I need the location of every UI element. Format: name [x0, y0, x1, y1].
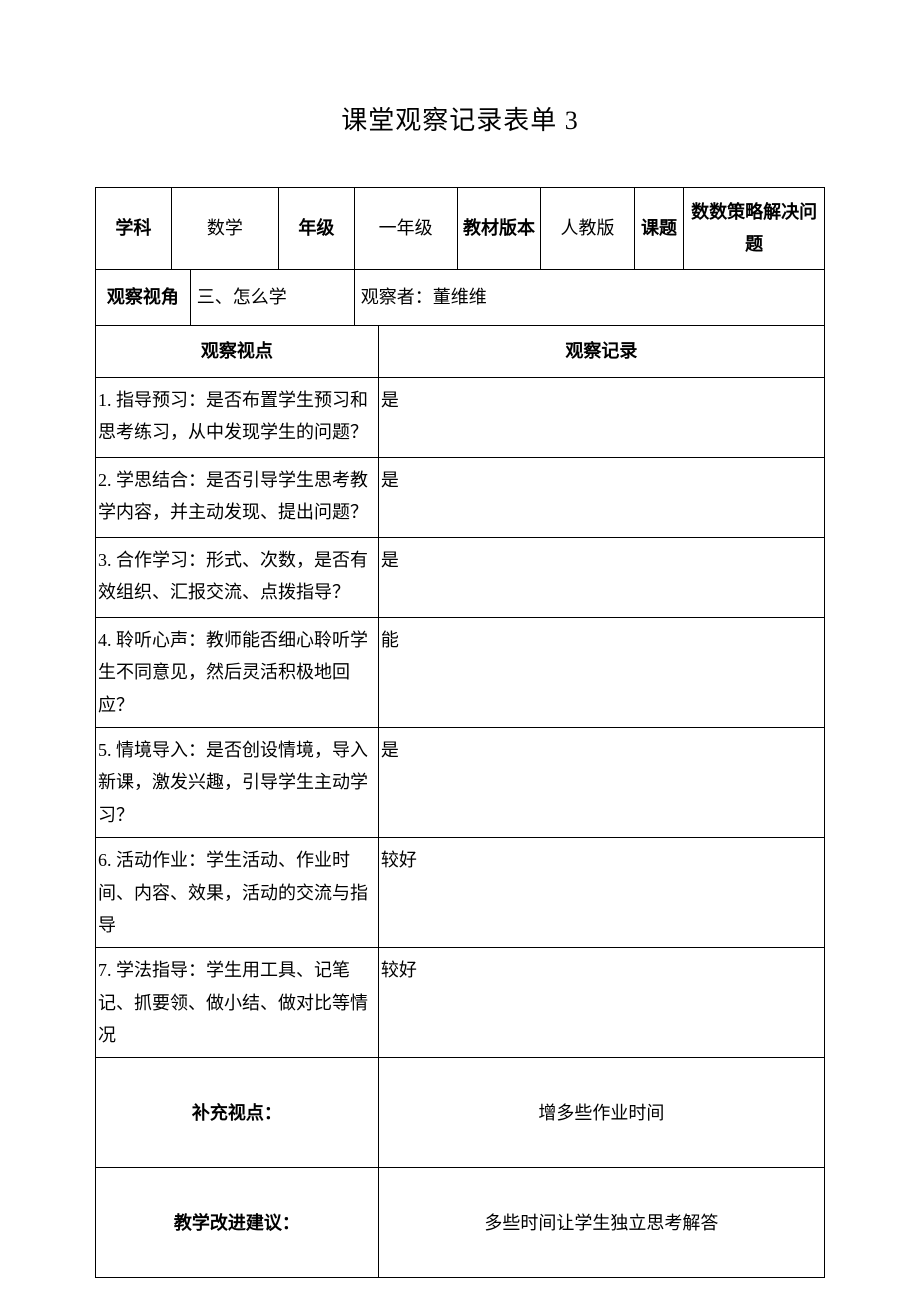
textbook-value: 人教版 — [541, 188, 634, 270]
angle-label: 观察视角 — [96, 269, 191, 325]
suggestion-row: 教学改进建议： 多些时间让学生独立思考解答 — [96, 1168, 825, 1278]
section-header-row: 观察视点 观察记录 — [96, 325, 825, 377]
observation-row: 2. 学思结合：是否引导学生思考教学内容，并主动发现、提出问题？ 是 — [96, 457, 825, 537]
observation-question: 6. 活动作业：学生活动、作业时间、内容、效果，活动的交流与指导 — [96, 838, 379, 948]
supplement-value: 增多些作业时间 — [378, 1058, 824, 1168]
observation-row: 7. 学法指导：学生用工具、记笔记、抓要领、做小结、做对比等情况 较好 — [96, 948, 825, 1058]
angle-value: 三、怎么学 — [190, 269, 354, 325]
subject-label: 学科 — [96, 188, 172, 270]
observation-answer: 是 — [378, 377, 824, 457]
angle-observer-row: 观察视角 三、怎么学 观察者：董维维 — [96, 269, 825, 325]
observation-row: 1. 指导预习：是否布置学生预习和思考练习，从中发现学生的问题？ 是 — [96, 377, 825, 457]
supplement-label: 补充视点： — [96, 1058, 379, 1168]
observation-answer: 是 — [378, 727, 824, 837]
header-row: 学科 数学 年级 一年级 教材版本 人教版 课题 数数策略解决问题 — [96, 188, 825, 270]
observation-question: 7. 学法指导：学生用工具、记笔记、抓要领、做小结、做对比等情况 — [96, 948, 379, 1058]
observation-question: 2. 学思结合：是否引导学生思考教学内容，并主动发现、提出问题？ — [96, 457, 379, 537]
supplement-row: 补充视点： 增多些作业时间 — [96, 1058, 825, 1168]
subject-value: 数学 — [171, 188, 278, 270]
observation-question: 1. 指导预习：是否布置学生预习和思考练习，从中发现学生的问题？ — [96, 377, 379, 457]
grade-value: 一年级 — [354, 188, 457, 270]
grade-label: 年级 — [278, 188, 354, 270]
observation-row: 4. 聆听心声：教师能否细心聆听学生不同意见，然后灵活积极地回应？ 能 — [96, 617, 825, 727]
observation-answer: 是 — [378, 537, 824, 617]
observation-row: 3. 合作学习：形式、次数，是否有效组织、汇报交流、点拨指导？ 是 — [96, 537, 825, 617]
observation-answer: 较好 — [378, 948, 824, 1058]
viewpoint-header: 观察视点 — [96, 325, 379, 377]
suggestion-label: 教学改进建议： — [96, 1168, 379, 1278]
topic-label: 课题 — [634, 188, 684, 270]
observation-answer: 能 — [378, 617, 824, 727]
page-title: 课堂观察记录表单 3 — [95, 100, 825, 137]
topic-value: 数数策略解决问题 — [684, 188, 825, 270]
observation-question: 5. 情境导入：是否创设情境，导入新课，激发兴趣，引导学生主动学习？ — [96, 727, 379, 837]
observation-question: 4. 聆听心声：教师能否细心聆听学生不同意见，然后灵活积极地回应？ — [96, 617, 379, 727]
observation-answer: 较好 — [378, 838, 824, 948]
observer-label: 观察者：董维维 — [354, 269, 824, 325]
textbook-label: 教材版本 — [457, 188, 541, 270]
record-header: 观察记录 — [378, 325, 824, 377]
suggestion-value: 多些时间让学生独立思考解答 — [378, 1168, 824, 1278]
observation-form-table: 学科 数学 年级 一年级 教材版本 人教版 课题 数数策略解决问题 观察视角 三… — [95, 187, 825, 1278]
observation-question: 3. 合作学习：形式、次数，是否有效组织、汇报交流、点拨指导？ — [96, 537, 379, 617]
observation-row: 6. 活动作业：学生活动、作业时间、内容、效果，活动的交流与指导 较好 — [96, 838, 825, 948]
observation-row: 5. 情境导入：是否创设情境，导入新课，激发兴趣，引导学生主动学习？ 是 — [96, 727, 825, 837]
observation-answer: 是 — [378, 457, 824, 537]
